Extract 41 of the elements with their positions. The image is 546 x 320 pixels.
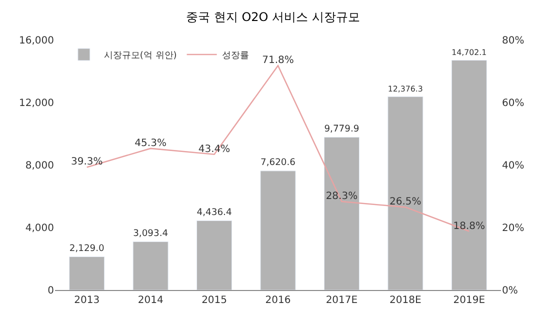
x-tick-label: 2019E xyxy=(453,295,486,306)
data-label: 7,620.6 xyxy=(260,157,296,168)
bar xyxy=(132,241,168,290)
bar xyxy=(451,60,487,290)
data-label: 12,376.3 xyxy=(388,84,423,94)
data-label: 43.4% xyxy=(198,144,230,155)
y2-tick-label: 20% xyxy=(502,223,524,234)
bar xyxy=(260,170,296,290)
y2-tick-label: 60% xyxy=(502,98,524,109)
chart-title: 중국 현지 O2O 서비스 시장규모 xyxy=(186,10,360,24)
data-label: 26.5% xyxy=(390,196,422,208)
x-tick-label: 2017E xyxy=(326,295,358,306)
y-tick-label: 8,000 xyxy=(25,160,54,172)
data-label: 39.3% xyxy=(70,156,103,168)
x-tick-label: 2018E xyxy=(390,295,422,306)
data-label: 4,436.4 xyxy=(196,206,232,218)
data-label: 14,702.1 xyxy=(452,48,487,57)
legend-label: 성장률 xyxy=(222,51,249,62)
bar xyxy=(324,136,360,290)
data-label: 3,093.4 xyxy=(133,228,168,239)
x-tick-label: 2016 xyxy=(265,295,291,306)
data-label: 71.8% xyxy=(262,55,294,66)
legend-label: 시장규모(억 위안) xyxy=(104,51,177,62)
x-tick-label: 2013 xyxy=(74,295,100,306)
data-label: 18.8% xyxy=(453,220,486,232)
y-tick-label: 4,000 xyxy=(25,223,54,234)
bar xyxy=(196,220,232,290)
bar xyxy=(388,96,424,290)
y2-tick-label: 40% xyxy=(502,160,524,172)
data-label: 2,129.0 xyxy=(69,242,105,254)
x-tick-label: 2015 xyxy=(202,295,228,306)
data-label: 45.3% xyxy=(134,138,166,149)
data-label: 9,779.9 xyxy=(324,123,360,134)
y-tick-label: 16,000 xyxy=(19,36,54,46)
y-tick-label: 0 xyxy=(48,286,54,296)
y-tick-label: 12,000 xyxy=(19,98,54,109)
y2-tick-label: 0% xyxy=(502,286,518,296)
bar xyxy=(69,256,105,290)
x-tick-label: 2014 xyxy=(138,295,164,306)
y2-tick-label: 80% xyxy=(502,36,524,46)
data-label: 28.3% xyxy=(326,191,358,202)
